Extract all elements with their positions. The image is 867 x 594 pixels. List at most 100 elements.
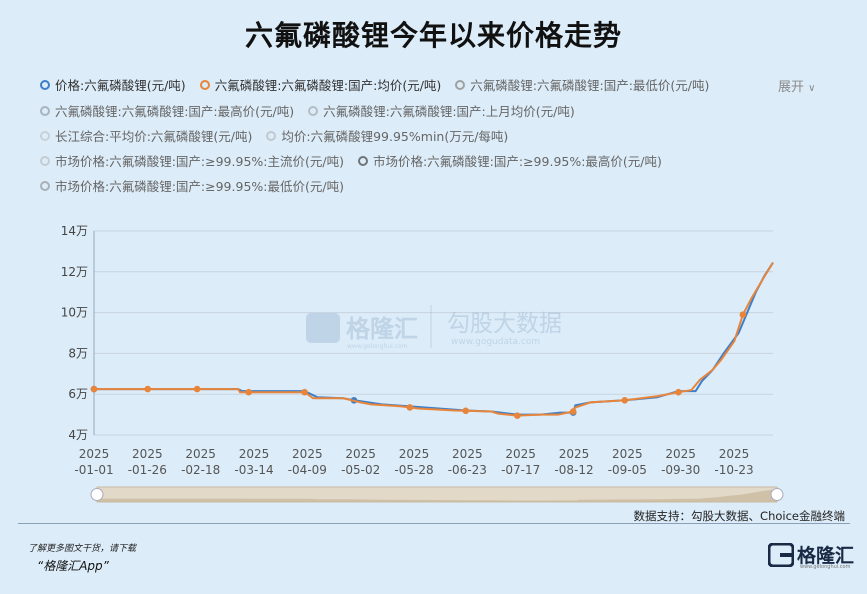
y-tick-label: 12万 — [61, 265, 88, 279]
legend-label: 六氟磷酸锂:六氟磷酸锂:国产:均价(元/吨) — [214, 78, 442, 93]
brand-icon — [768, 542, 794, 567]
legend-dot-icon — [40, 130, 50, 141]
x-axis: 2025 -01-01 2025 -01-26 2025 -02-18 2025 -03-14… — [74, 447, 753, 477]
series-point — [569, 408, 577, 415]
slider-handle-right[interactable] — [770, 488, 784, 501]
series-point — [621, 397, 629, 404]
chevron-down-icon: ∨ — [808, 83, 816, 94]
x-tick-label: -05-28 — [394, 463, 433, 477]
legend-item[interactable]: 市场价格:六氟磷酸锂:国产:≥99.95%:最低价(元/吨) — [40, 176, 344, 195]
y-tick-label: 6万 — [68, 387, 88, 401]
x-tick-label: -08-12 — [554, 463, 593, 477]
y-tick-label: 10万 — [61, 306, 88, 320]
series-point — [193, 385, 201, 393]
x-tick-label: 2025 — [559, 447, 590, 461]
zoom-slider — [90, 486, 784, 503]
legend-row: 市场价格:六氟磷酸锂:国产:≥99.95%:主流价(元/吨) 市场价格:六氟磷酸锂… — [40, 151, 676, 170]
series-line — [94, 262, 774, 417]
brand-name: 格隆汇 — [797, 545, 855, 567]
legend-dot-icon — [199, 79, 210, 90]
x-tick-label: 2025 — [79, 447, 110, 461]
x-tick-label: -09-30 — [661, 463, 700, 477]
watermark-logo-url: www.gelonghui.com — [347, 343, 408, 350]
legend-label: 价格:六氟磷酸锂(元/吨) — [55, 78, 186, 93]
x-tick-label: -02-18 — [181, 463, 220, 477]
brand-logo: 格隆汇 — [768, 541, 854, 568]
legend-dot-icon — [40, 155, 50, 166]
legend-dot-icon — [40, 105, 50, 116]
series-point — [406, 404, 414, 411]
x-tick-label: 2025 — [185, 447, 216, 461]
legend-row: 长江综合:平均价:六氟磷酸锂(元/吨) 均价:六氟磷酸锂99.95%min(万元/… — [40, 126, 522, 145]
brand-url: www.gelonghui.com — [800, 564, 851, 570]
slider-preview-area — [97, 489, 777, 502]
grid-lines — [94, 230, 773, 436]
x-tick-label: 2025 — [292, 447, 323, 461]
x-tick-label: 2025 — [399, 447, 430, 461]
series-point — [514, 412, 521, 419]
legend-row: 市场价格:六氟磷酸锂:国产:≥99.95%:最低价(元/吨) — [40, 176, 358, 195]
legend-row: 六氟磷酸锂:六氟磷酸锂:国产:最高价(元/吨) 六氟磷酸锂:六氟磷酸锂:国产:上月… — [40, 101, 589, 120]
legend-item[interactable]: 价格:六氟磷酸锂(元/吨) — [40, 75, 186, 94]
x-tick-label: 2025 — [612, 447, 643, 461]
x-tick-label: -07-17 — [501, 463, 540, 477]
legend-label: 市场价格:六氟磷酸锂:国产:≥99.95%:主流价(元/吨) — [55, 154, 344, 169]
x-tick-label: -05-02 — [341, 463, 380, 477]
watermark-text: 勾股大数据 — [447, 311, 562, 337]
x-tick-label: -03-14 — [234, 463, 273, 477]
x-tick-label: -09-05 — [608, 463, 647, 477]
x-tick-label: 2025 — [505, 447, 536, 461]
legend-item[interactable]: 市场价格:六氟磷酸锂:国产:≥99.95%:主流价(元/吨) — [40, 151, 344, 170]
watermark-logo-text: 格隆汇 — [346, 315, 418, 343]
legend-dot-icon — [40, 180, 50, 191]
series-point — [462, 407, 470, 415]
y-tick-label: 4万 — [68, 428, 88, 442]
x-tick-label: 2025 — [665, 447, 696, 461]
legend-dot-icon — [308, 105, 319, 116]
legend-label: 六氟磷酸锂:六氟磷酸锂:国产:最低价(元/吨) — [470, 78, 710, 93]
y-axis: 4万 6万 8万 10万 12万 14万 — [61, 224, 95, 442]
legend-item[interactable]: 长江综合:平均价:六氟磷酸锂(元/吨) — [40, 126, 252, 145]
series-point — [90, 385, 98, 393]
legend-item[interactable]: 六氟磷酸锂:六氟磷酸锂:国产:最高价(元/吨) — [40, 101, 294, 120]
legend-label: 长江综合:平均价:六氟磷酸锂(元/吨) — [55, 129, 253, 144]
legend-dot-icon — [455, 79, 466, 90]
y-tick-label: 14万 — [61, 224, 88, 238]
legend-item[interactable]: 六氟磷酸锂:六氟磷酸锂:国产:最低价(元/吨) — [455, 75, 709, 94]
slider-handle-left[interactable] — [90, 488, 104, 501]
x-tick-label: -01-01 — [74, 463, 113, 477]
x-tick-label: -01-26 — [128, 463, 167, 477]
series-point — [675, 388, 682, 396]
legend-dot-icon — [357, 155, 368, 166]
legend-label: 六氟磷酸锂:六氟磷酸锂:国产:上月均价(元/吨) — [323, 104, 575, 119]
series-lines — [90, 262, 774, 419]
legend-item[interactable]: 六氟磷酸锂:六氟磷酸锂:国产:上月均价(元/吨) — [308, 101, 575, 120]
legend-label: 均价:六氟磷酸锂99.95%min(万元/每吨) — [281, 129, 509, 144]
y-tick-label: 8万 — [68, 346, 88, 360]
legend-item[interactable]: 六氟磷酸锂:六氟磷酸锂:国产:均价(元/吨) — [199, 75, 442, 94]
x-tick-label: 2025 — [345, 447, 376, 461]
expand-legend-button[interactable]: 展开 ∨ — [778, 76, 815, 95]
legend-dot-icon — [40, 79, 50, 90]
x-tick-label: -10-23 — [714, 463, 753, 477]
app-name: “格隆汇App” — [37, 559, 109, 573]
watermark: 格隆汇 www.gelonghui.com 勾股大数据 www.gogudata… — [306, 305, 562, 350]
legend-item[interactable]: 均价:六氟磷酸锂99.95%min(万元/每吨) — [266, 126, 508, 145]
x-tick-label: -04-09 — [288, 463, 327, 477]
source-text: 数据支持：勾股大数据、Choice金融终端 — [633, 509, 845, 523]
legend-item[interactable]: 市场价格:六氟磷酸锂:国产:≥99.95%:最高价(元/吨) — [357, 151, 662, 170]
legend-label: 市场价格:六氟磷酸锂:国产:≥99.95%:最低价(元/吨) — [55, 179, 344, 194]
chart-title: 六氟磷酸锂今年以来价格走势 — [244, 19, 622, 52]
legend-dot-icon — [266, 130, 277, 141]
series-point — [144, 385, 152, 393]
watermark-url: www.gogudata.com — [451, 337, 540, 347]
x-tick-label: 2025 — [452, 447, 483, 461]
expand-label: 展开 — [778, 80, 805, 95]
x-tick-label: 2025 — [239, 447, 270, 461]
x-tick-label: 2025 — [132, 447, 163, 461]
watermark-logo-icon — [306, 313, 340, 343]
x-tick-label: -06-23 — [448, 463, 487, 477]
x-tick-label: 2025 — [719, 447, 750, 461]
series-point — [739, 311, 747, 318]
